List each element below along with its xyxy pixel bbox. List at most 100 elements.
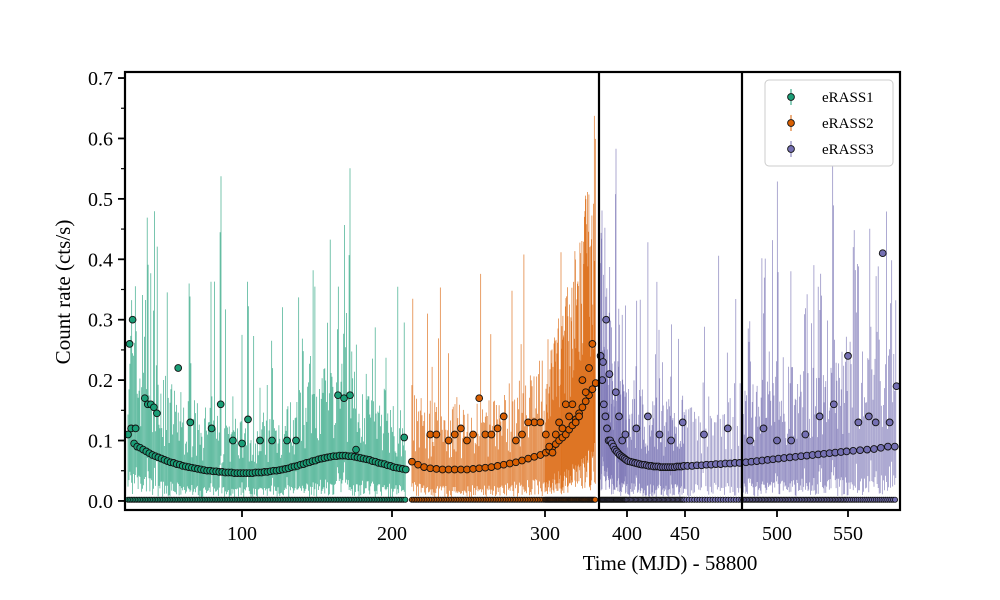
data-point-eRASS1: [229, 436, 237, 445]
data-point-eRASS3: [678, 418, 687, 427]
data-point-eRASS3: [787, 436, 796, 445]
data-point-eRASS1: [150, 403, 158, 412]
data-point-eRASS2: [578, 403, 587, 412]
data-point-eRASS3: [746, 436, 754, 445]
legend: eRASS1 eRASS2 eRASS3: [764, 79, 894, 167]
y-tick-label: 0.6: [88, 128, 113, 150]
data-point-eRASS1: [268, 436, 276, 445]
data-point-eRASS2: [581, 388, 590, 397]
data-point-eRASS2: [585, 364, 593, 372]
data-point-eRASS2: [541, 430, 550, 439]
data-point-eRASS1: [340, 394, 348, 403]
data-point-eRASS1: [256, 436, 264, 445]
data-point-eRASS3: [599, 400, 608, 409]
data-point-eRASS2: [565, 412, 573, 421]
data-point-eRASS2: [469, 430, 477, 439]
data-point-eRASS3: [844, 352, 852, 360]
data-point-eRASS3: [884, 442, 892, 451]
data-point-eRASS3: [601, 412, 610, 421]
data-point-eRASS1: [238, 439, 246, 448]
data-point-eRASS3: [599, 358, 607, 366]
data-point-eRASS1: [346, 391, 354, 400]
data-point-eRASS2: [505, 459, 514, 468]
data-point-eRASS3: [759, 424, 768, 433]
data-point-eRASS3: [815, 412, 824, 421]
data-point-eRASS1: [131, 424, 140, 433]
error-bars: [127, 103, 897, 498]
data-point-eRASS2: [588, 340, 597, 348]
data-point-eRASS3: [655, 430, 664, 439]
data-point-eRASS3: [615, 412, 623, 421]
data-point-eRASS1: [334, 391, 342, 400]
data-point-eRASS3: [842, 447, 851, 456]
data-point-eRASS3: [877, 443, 885, 452]
data-point-eRASS3: [611, 388, 620, 397]
data-point-eRASS2: [463, 436, 471, 445]
data-point-eRASS2: [588, 385, 597, 394]
data-point-eRASS1: [283, 436, 291, 445]
data-point-eRASS1: [140, 394, 149, 403]
data-point-eRASS1: [352, 445, 360, 454]
data-point-eRASS3: [618, 436, 627, 445]
data-point-eRASS2: [487, 463, 496, 471]
legend-box: [764, 79, 894, 167]
data-point-eRASS3: [885, 418, 894, 427]
data-point-eRASS2: [493, 424, 502, 433]
x-tick-label: 200: [377, 523, 407, 545]
data-point-eRASS2: [518, 430, 526, 439]
zero-level-points: [125, 496, 899, 503]
data-point-eRASS2: [499, 412, 508, 421]
data-point-eRASS3: [667, 436, 675, 445]
y-tick-label: 0.1: [88, 431, 113, 453]
data-point-eRASS1: [216, 400, 225, 409]
data-point-eRASS2: [578, 376, 587, 384]
x-tick-label: 550: [833, 523, 863, 545]
legend-entry: eRASS3: [822, 142, 874, 158]
data-point-eRASS2: [432, 430, 441, 439]
y-tick-label: 0.3: [88, 310, 113, 332]
data-point-eRASS3: [864, 412, 873, 421]
y-tick-label: 0.2: [88, 370, 113, 392]
data-point-eRASS3: [871, 418, 880, 427]
data-point-eRASS1: [207, 424, 216, 433]
data-point-eRASS3: [605, 370, 614, 378]
data-point-eRASS2: [518, 456, 526, 465]
data-point-eRASS2: [571, 418, 580, 427]
data-point-eRASS2: [551, 430, 560, 439]
data-point-eRASS2: [548, 448, 557, 457]
data-point-eRASS2: [457, 424, 465, 433]
legend-entry: eRASS1: [822, 90, 874, 106]
x-tick-label: 400: [612, 523, 642, 545]
plot-frame: [123, 70, 902, 512]
data-point-eRASS3: [856, 446, 864, 455]
data-point-eRASS2: [536, 418, 545, 427]
data-point-eRASS3: [854, 418, 863, 427]
data-point-eRASS1: [153, 409, 161, 418]
data-point-eRASS2: [524, 418, 533, 427]
legend-marker: [787, 119, 795, 127]
data-point-eRASS3: [890, 442, 899, 451]
data-point-eRASS3: [801, 430, 810, 439]
data-point-eRASS1: [244, 415, 252, 424]
x-tick-label: 100: [227, 523, 257, 545]
data-point-eRASS3: [723, 424, 732, 433]
x-tick-label: 450: [670, 523, 700, 545]
data-point-eRASS3: [773, 436, 781, 445]
data-point-eRASS3: [829, 400, 838, 409]
data-point-eRASS2: [555, 418, 563, 427]
data-point-eRASS2: [545, 442, 554, 451]
x-tick-label: 300: [530, 523, 560, 545]
data-point-eRASS3: [892, 382, 901, 391]
data-point-eRASS3: [700, 430, 708, 439]
data-point-eRASS2: [487, 430, 496, 439]
y-tick-label: 0.0: [88, 491, 113, 513]
data-point-eRASS2: [475, 394, 484, 403]
data-point-eRASS2: [561, 400, 570, 409]
y-tick-label: 0.4: [88, 249, 113, 271]
data-point-eRASS2: [420, 463, 428, 471]
data-point-eRASS1: [128, 315, 137, 324]
zero-point-eRASS3: [892, 496, 899, 503]
y-axis-label: Count rate (cts/s): [51, 220, 75, 365]
zero-point-eRASS2: [592, 496, 599, 503]
